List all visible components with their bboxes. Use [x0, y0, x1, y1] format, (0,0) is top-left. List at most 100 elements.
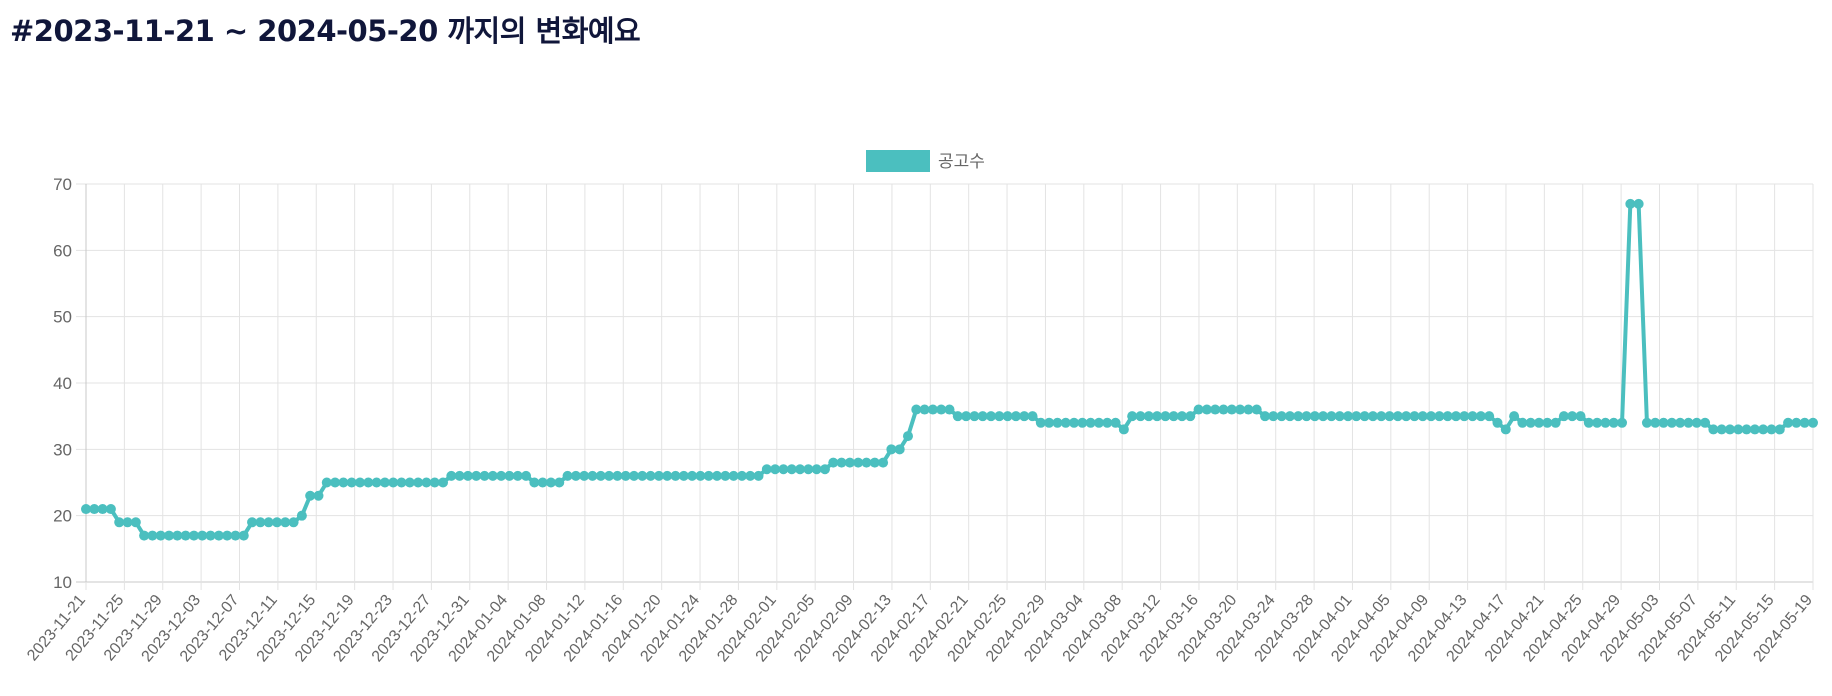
data-point[interactable] [1351, 411, 1362, 422]
data-point[interactable] [504, 470, 515, 481]
data-point[interactable] [1201, 404, 1212, 415]
data-point[interactable] [1774, 424, 1785, 435]
data-point[interactable] [1309, 411, 1320, 422]
data-point[interactable] [753, 470, 764, 481]
data-point[interactable] [355, 477, 365, 488]
data-point[interactable] [81, 504, 91, 515]
data-point[interactable] [296, 510, 307, 521]
data-point[interactable] [1666, 417, 1677, 428]
data-point[interactable] [263, 517, 274, 528]
data-point[interactable] [280, 517, 291, 528]
data-point[interactable] [1168, 411, 1179, 422]
data-point[interactable] [728, 470, 739, 481]
data-point[interactable] [911, 404, 922, 415]
data-point[interactable] [1583, 417, 1594, 428]
data-point[interactable] [1143, 411, 1154, 422]
data-point[interactable] [628, 470, 639, 481]
data-point[interactable] [1442, 411, 1453, 422]
data-point[interactable] [1741, 424, 1752, 435]
data-point[interactable] [1293, 411, 1304, 422]
data-point[interactable] [645, 470, 656, 481]
data-point[interactable] [961, 411, 972, 422]
data-point[interactable] [1359, 411, 1370, 422]
data-point[interactable] [587, 470, 598, 481]
data-point[interactable] [1633, 198, 1644, 209]
data-point[interactable] [687, 470, 698, 481]
data-point[interactable] [1550, 417, 1561, 428]
data-point[interactable] [1019, 411, 1030, 422]
data-point[interactable] [1069, 417, 1080, 428]
data-point[interactable] [977, 411, 988, 422]
data-point[interactable] [1260, 411, 1271, 422]
data-point[interactable] [1534, 417, 1544, 428]
data-point[interactable] [1185, 411, 1196, 422]
data-point[interactable] [1318, 411, 1329, 422]
data-point[interactable] [1367, 411, 1378, 422]
data-point[interactable] [886, 444, 897, 455]
data-point[interactable] [1575, 411, 1586, 422]
data-point[interactable] [1326, 411, 1337, 422]
data-point[interactable] [1044, 417, 1055, 428]
data-point[interactable] [853, 457, 864, 468]
data-point[interactable] [579, 470, 590, 481]
data-point[interactable] [811, 464, 822, 475]
data-point[interactable] [1334, 411, 1345, 422]
data-point[interactable] [1193, 404, 1204, 415]
data-point[interactable] [1376, 411, 1387, 422]
data-point[interactable] [1691, 417, 1702, 428]
data-point[interactable] [545, 477, 556, 488]
data-point[interactable] [1243, 404, 1254, 415]
data-point[interactable] [1409, 411, 1420, 422]
data-point[interactable] [1434, 411, 1445, 422]
data-point[interactable] [1210, 404, 1221, 415]
data-point[interactable] [919, 404, 930, 415]
data-point[interactable] [255, 517, 266, 528]
data-point[interactable] [1675, 417, 1686, 428]
data-point[interactable] [429, 477, 440, 488]
data-point[interactable] [944, 404, 955, 415]
data-point[interactable] [786, 464, 797, 475]
data-point[interactable] [595, 470, 606, 481]
data-point[interactable] [479, 470, 490, 481]
data-point[interactable] [861, 457, 872, 468]
data-point[interactable] [1450, 411, 1461, 422]
data-point[interactable] [1176, 411, 1187, 422]
data-point[interactable] [1035, 417, 1046, 428]
data-point[interactable] [438, 477, 449, 488]
data-point[interactable] [902, 431, 913, 442]
data-point[interactable] [695, 470, 706, 481]
data-point[interactable] [795, 464, 806, 475]
data-point[interactable] [620, 470, 631, 481]
data-point[interactable] [844, 457, 855, 468]
data-point[interactable] [247, 517, 258, 528]
data-point[interactable] [1135, 411, 1146, 422]
data-point[interactable] [446, 470, 457, 481]
data-point[interactable] [1284, 411, 1295, 422]
data-point[interactable] [878, 457, 889, 468]
data-point[interactable] [1600, 417, 1611, 428]
data-point[interactable] [1500, 424, 1511, 435]
data-point[interactable] [994, 411, 1005, 422]
data-point[interactable] [122, 517, 133, 528]
data-point[interactable] [1060, 417, 1071, 428]
data-point[interactable] [155, 530, 166, 541]
data-point[interactable] [761, 464, 772, 475]
data-point[interactable] [670, 470, 681, 481]
data-point[interactable] [222, 530, 233, 541]
data-point[interactable] [288, 517, 299, 528]
data-point[interactable] [1567, 411, 1578, 422]
data-point[interactable] [1077, 417, 1088, 428]
data-point[interactable] [1027, 411, 1038, 422]
data-point[interactable] [305, 490, 316, 501]
data-point[interactable] [512, 470, 523, 481]
data-point[interactable] [1475, 411, 1486, 422]
data-point[interactable] [1525, 417, 1536, 428]
data-point[interactable] [346, 477, 357, 488]
data-point[interactable] [271, 517, 282, 528]
data-point[interactable] [330, 477, 341, 488]
data-point[interactable] [1118, 424, 1129, 435]
data-point[interactable] [213, 530, 224, 541]
data-point[interactable] [1052, 417, 1063, 428]
data-point[interactable] [1592, 417, 1603, 428]
data-point[interactable] [1002, 411, 1013, 422]
